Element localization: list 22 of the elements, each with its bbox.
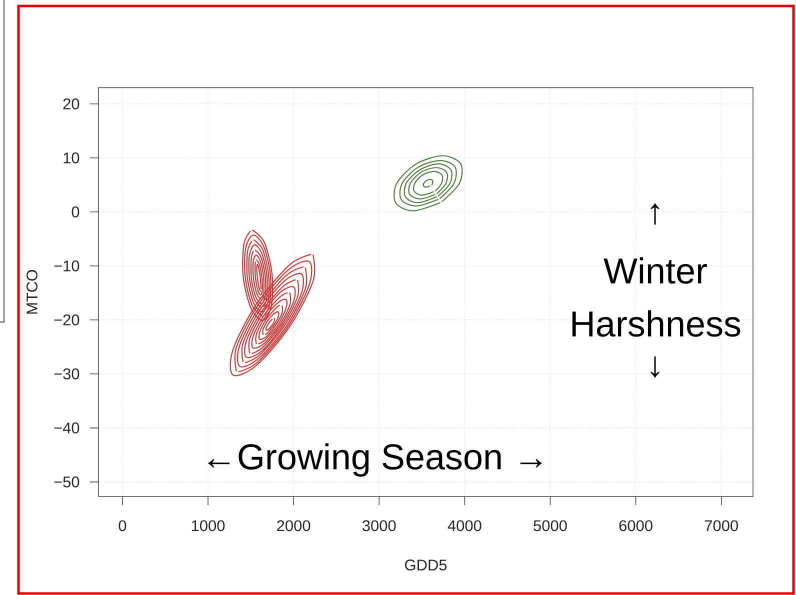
x-axis-title: GDD5 (405, 560, 447, 571)
x-tick-label: 0 (118, 520, 126, 532)
y-tick-label: 0 (72, 206, 80, 218)
annotation: ←Growing Season → (208, 443, 542, 477)
y-tick-label: −20 (54, 314, 80, 326)
annotation: ↓ (650, 356, 660, 378)
annotation: Winter Harshness (572, 257, 740, 337)
y-axis-title: MTCO (26, 270, 38, 314)
y-tick-label: 20 (63, 98, 80, 110)
x-tick-label: 2000 (277, 520, 310, 532)
x-tick-label: 4000 (448, 520, 482, 532)
x-tick-label: 5000 (534, 520, 567, 532)
y-tick-label: −50 (54, 476, 80, 488)
y-tick-label: 10 (64, 152, 80, 164)
x-tick-label: 7000 (704, 520, 738, 532)
x-tick-label: 1000 (192, 520, 225, 532)
y-tick-label: −40 (54, 422, 80, 434)
annotation: ↑ (650, 203, 660, 225)
y-tick-label: −10 (54, 260, 80, 272)
y-tick-label: −30 (54, 368, 80, 380)
x-tick-label: 6000 (619, 520, 652, 532)
x-tick-label: 3000 (362, 520, 396, 532)
